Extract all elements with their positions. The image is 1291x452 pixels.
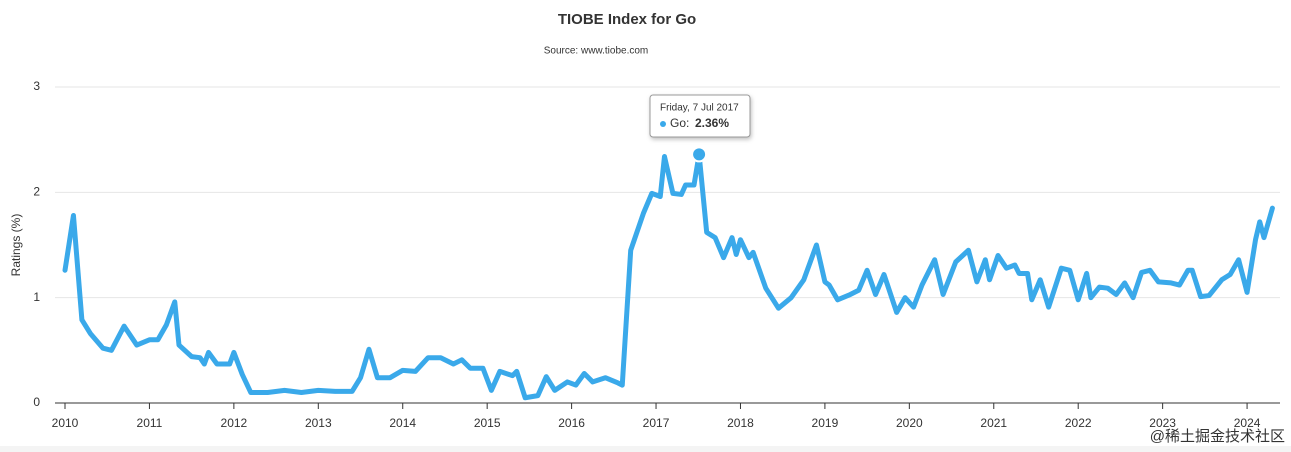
- x-tick-label: 2013: [305, 416, 332, 430]
- x-tick-label: 2023: [1149, 416, 1176, 430]
- tooltip-box: [649, 94, 751, 138]
- y-tick-label: 2: [33, 185, 40, 199]
- tooltip: Friday, 7 Jul 2017 Go: 2.36%: [649, 94, 751, 138]
- x-tick-label: 2010: [52, 416, 79, 430]
- tooltip-date: Friday, 7 Jul 2017: [660, 103, 739, 114]
- watermark: @稀土掘金技术社区: [1150, 428, 1285, 445]
- chart-subtitle: Source: www.tiobe.com: [544, 46, 649, 57]
- x-tick-label: 2017: [643, 416, 670, 430]
- x-tick-label: 2024: [1234, 416, 1261, 430]
- x-tick-label: 2018: [727, 416, 754, 430]
- x-tick-label: 2011: [137, 416, 163, 430]
- chart-title: TIOBE Index for Go: [558, 11, 696, 28]
- plot: [62, 146, 1275, 401]
- y-tick-label: 3: [33, 79, 40, 93]
- tooltip-point: [691, 146, 708, 163]
- series-line: [62, 151, 1275, 401]
- tooltip-swatch: [660, 121, 666, 127]
- x-tick-label: 2019: [812, 416, 839, 430]
- tooltip-value: 2.36%: [695, 116, 729, 130]
- x-tick-label: 2021: [980, 416, 1007, 430]
- x-tick-label: 2022: [1065, 416, 1092, 430]
- bottom-band: [0, 446, 1291, 452]
- y-axis-label: Ratings (%): [9, 214, 23, 277]
- x-tick-label: 2016: [558, 416, 585, 430]
- x-tick-label: 2015: [474, 416, 501, 430]
- y-tick-label: 1: [33, 290, 40, 304]
- x-tick-label: 2014: [389, 416, 416, 430]
- grid: 0 1 2 3 2010 2011 2012 2013 2014 2015 2016 2017 2018…: [33, 79, 1280, 430]
- tooltip-series: Go:: [670, 116, 689, 130]
- x-tick-label: 2012: [221, 416, 248, 430]
- y-tick-label: 0: [33, 395, 40, 409]
- x-tick-label: 2020: [896, 416, 923, 430]
